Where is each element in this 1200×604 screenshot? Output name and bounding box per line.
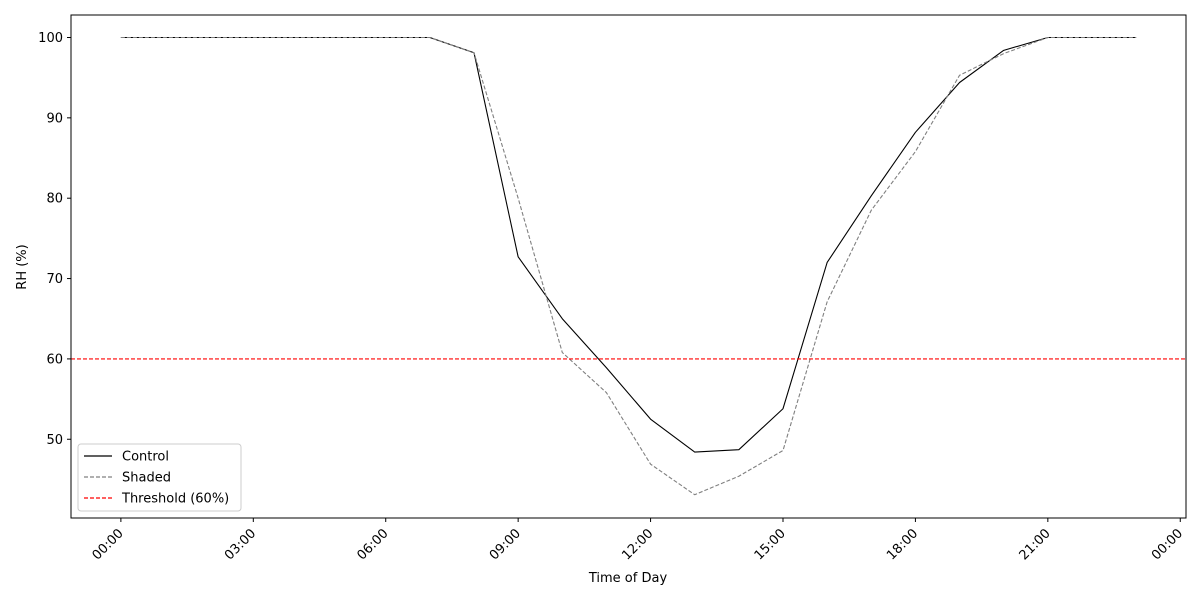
x-tick-label: 18:00 — [884, 526, 921, 563]
y-tick-label: 100 — [38, 31, 63, 46]
y-tick-label: 70 — [46, 272, 63, 287]
x-tick-label: 00:00 — [1149, 526, 1186, 563]
series-line-shaded — [120, 36, 1137, 496]
legend-box — [77, 443, 242, 512]
y-tick-label: 50 — [46, 433, 63, 448]
series-layer — [71, 36, 1186, 496]
legend: Control Shaded Threshold (60%) — [77, 443, 242, 512]
y-axis: 50 60 70 80 90 100 — [38, 31, 71, 448]
x-tick-label: 09:00 — [487, 526, 524, 563]
plot-area-frame — [70, 14, 1187, 519]
x-tick-label: 00:00 — [90, 526, 127, 563]
x-tick-label: 03:00 — [222, 526, 259, 563]
legend-label-control: Control — [122, 450, 169, 465]
legend-label-threshold: Threshold (60%) — [121, 492, 229, 507]
x-tick-label: 21:00 — [1017, 526, 1054, 563]
y-axis-label: RH (%) — [15, 244, 30, 289]
x-axis: 00:00 03:00 06:00 09:00 12:00 15:00 18:00 21:00… — [90, 518, 1186, 563]
y-tick-label: 60 — [46, 352, 63, 367]
y-tick-label: 80 — [46, 192, 63, 207]
x-tick-label: 15:00 — [752, 526, 789, 563]
legend-label-shaded: Shaded — [122, 471, 171, 486]
x-axis-label: Time of Day — [588, 571, 668, 586]
x-tick-label: 06:00 — [354, 526, 391, 563]
x-tick-label: 12:00 — [619, 526, 656, 563]
series-line-control — [120, 36, 1137, 453]
y-tick-label: 90 — [46, 111, 63, 126]
